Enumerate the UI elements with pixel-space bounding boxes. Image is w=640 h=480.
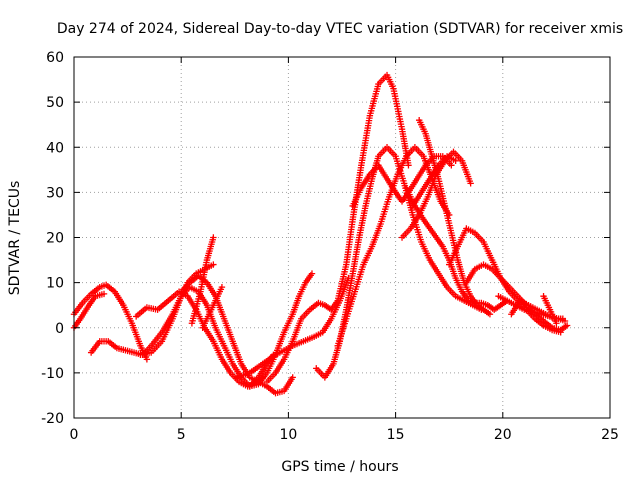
series-arc-14 [349,153,455,210]
y-tick-label: -20 [41,411,64,427]
y-axis-label: SDTVAR / TECUs [7,181,23,296]
axis-ticks: 0 5 10 15 20 25 -20 -10 0 10 20 30 40 50 60 [41,50,619,443]
x-tick-label: 25 [601,427,619,443]
y-tick-label: -10 [41,366,64,382]
data-point [553,320,560,327]
series-arc-7 [188,234,217,327]
data-point [210,234,217,241]
data-point [308,270,316,277]
series-arc-11 [263,71,412,386]
y-tick-label: 60 [46,50,64,66]
chart-title: Day 274 of 2024, Sidereal Day-to-day VTE… [57,21,623,37]
data-point [486,311,494,318]
series-arc-1 [70,281,151,363]
x-axis-label: GPS time / hours [281,459,398,475]
y-tick-label: 0 [55,321,64,337]
series-arc-8 [199,283,226,331]
y-tick-label: 40 [46,140,64,156]
x-tick-label: 10 [279,427,297,443]
series-arc-5 [137,283,277,390]
y-tick-label: 50 [46,95,64,111]
data-point [559,315,567,322]
data-point [405,162,412,169]
series-arc-18 [415,116,494,318]
y-tick-label: 30 [46,185,64,201]
series-arc-9 [246,270,316,390]
x-tick-label: 15 [387,427,405,443]
x-tick-label: 5 [177,427,186,443]
data-point [452,157,459,164]
x-tick-label: 0 [70,427,79,443]
data-point [289,374,296,381]
y-tick-label: 10 [46,276,64,292]
data-series [70,71,571,397]
data-point [467,180,474,187]
series-arc-17 [403,184,511,313]
data-point [210,261,217,268]
series-arc-23 [540,292,560,327]
data-point [563,322,571,329]
y-tick-label: 20 [46,231,64,247]
series-arc-16 [409,153,459,210]
data-point [143,356,151,363]
data-point [100,290,108,298]
series-arc-22 [508,297,567,322]
data-point [448,162,455,169]
data-point [218,283,226,291]
x-tick-label: 20 [494,427,512,443]
